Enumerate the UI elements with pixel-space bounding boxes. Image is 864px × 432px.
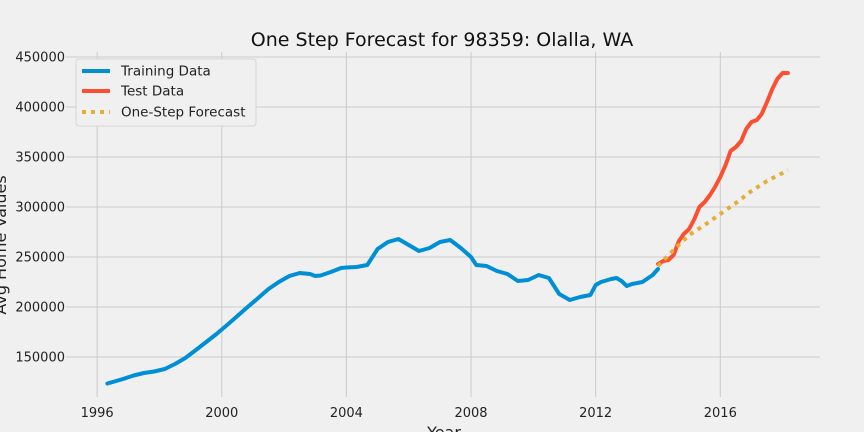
x-tick-label: 2012 [579,406,612,421]
x-tick-label: 2000 [205,406,238,421]
chart-title: One Step Forecast for 98359: Olalla, WA [251,29,633,51]
y-tick-label: 400000 [15,101,65,116]
y-axis-label: Avg Home Values [0,175,10,314]
legend-test-label: Test Data [120,84,184,100]
x-tick-label: 2008 [454,406,487,421]
tick-labels: 1996 2000 2004 2008 2012 2016 150000 200000 2500… [15,51,736,422]
y-tick-label: 150000 [15,351,65,366]
one-step-forecast-line [656,168,789,268]
x-tick-label: 2016 [704,406,737,421]
training-data-line [105,237,660,386]
grid [66,52,820,397]
legend: Training Data Test Data One-Step Forecas… [75,58,257,127]
legend-box [75,58,257,127]
test-data-line [656,71,790,266]
series-layer [105,71,790,386]
x-axis-label: Year [426,423,461,432]
y-tick-label: 300000 [15,201,65,216]
y-tick-label: 350000 [15,151,65,166]
y-tick-label: 200000 [15,301,65,316]
legend-forecast-label: One-Step Forecast [121,105,246,121]
x-tick-label: 2004 [330,406,363,421]
legend-training-label: Training Data [120,64,211,80]
y-tick-label: 250000 [15,251,65,266]
x-tick-label: 1996 [81,406,114,421]
y-tick-label: 450000 [15,51,65,66]
